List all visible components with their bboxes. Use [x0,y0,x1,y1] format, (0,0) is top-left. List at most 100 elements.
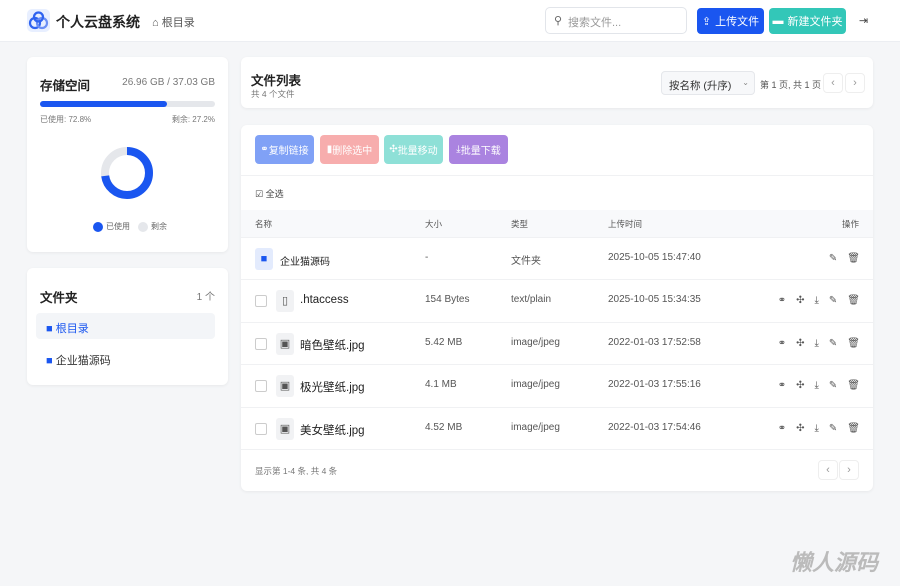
bulk-move-button[interactable]: ✣ 批量移动 [384,135,443,164]
edit-icon[interactable]: ✎ [828,295,838,307]
row-actions: ⚭ ✣ ⤓ ✎ 🗑︎ [778,423,860,434]
legend-free: 剩余 [151,222,167,231]
image-file-icon: ▣ [276,375,294,398]
link-icon[interactable]: ⚭ [777,337,787,349]
folder-icon: ▬ [772,15,784,27]
upload-label: 上传文件 [715,16,760,28]
legend-free-swatch [138,221,148,232]
image-file-icon: ▣ [276,332,294,355]
trash-icon[interactable]: 🗑︎ [847,337,860,349]
file-size: 4.52 MB [425,421,463,433]
edit-icon[interactable]: ✎ [828,253,838,264]
new-folder-label: 新建文件夹 [787,16,843,28]
row-checkbox[interactable] [255,337,267,350]
sort-value: 按名称 (升序) [669,80,732,92]
link-icon[interactable]: ⚭ [777,380,787,392]
folder-icon: ■ [255,248,273,270]
legend-used-swatch [93,221,103,232]
cloud-logo-icon [27,9,50,32]
link-icon[interactable]: ⚭ [777,422,787,434]
copy-link-label: 复制链接 [268,146,309,157]
folder-item-enterprise[interactable]: ■ 企业猫源码 [36,345,215,371]
table-row[interactable]: ▣ 极光壁纸.jpg 4.1 MB image/jpeg 2022-01-03 1… [241,364,873,406]
move-icon[interactable]: ✣ [796,337,805,349]
file-time: 2022-01-03 17:55:16 [608,379,701,391]
chevron-down-icon: ⌄ [742,78,749,87]
file-time: 2022-01-03 17:54:46 [608,421,701,433]
file-icon: ▯ [276,290,294,313]
upload-button[interactable]: ⇪ 上传文件 [697,8,764,34]
free-label: 剩余: 27.2% [171,115,215,124]
table-row[interactable]: ▣ 暗色壁纸.jpg 5.42 MB image/jpeg 2022-01-03 … [241,321,873,364]
file-name[interactable]: 美女壁纸.jpg [300,424,365,437]
move-icon[interactable]: ✣ [796,422,805,434]
trash-icon[interactable]: 🗑︎ [847,380,860,392]
trash-icon[interactable]: 🗑︎ [847,295,860,307]
move-icon[interactable]: ✣ [796,380,805,392]
download-icon[interactable]: ⤓ [814,380,819,392]
file-size: 5.42 MB [425,336,463,348]
folder-label: 企业猫源码 [55,355,111,367]
top-bar: 个人云盘系统 ⌂ 根目录 ⚲ 搜索文件... ⇪ 上传文件 ▬ 新建文件夹 ⇥ [0,0,900,42]
col-name: 名称 [255,219,273,229]
folder-icon: ■ [46,355,56,367]
legend-used: 已使用 [106,222,130,231]
bulk-download-button[interactable]: ⤓ 批量下载 [449,135,508,164]
table-row[interactable]: ▯ .htaccess 154 Bytes text/plain 2025-10-… [241,279,873,321]
folders-count: 1 个 [196,292,215,303]
move-label: 批量移动 [397,146,438,157]
row-actions: ⚭ ✣ ⤓ ✎ 🗑︎ [778,380,860,391]
file-name[interactable]: .htaccess [300,294,349,307]
watermark: 懒人源码 [790,550,879,575]
file-type: text/plain [511,294,552,306]
trash-icon[interactable]: 🗑︎ [847,253,860,264]
download-icon[interactable]: ⤓ [814,337,819,349]
upload-icon: ⇪ [701,15,712,28]
next-page-button[interactable]: › [845,73,865,93]
home-icon: ⌂ [152,17,162,29]
row-checkbox[interactable] [255,422,267,435]
select-all-label: 全选 [265,189,284,199]
move-icon[interactable]: ✣ [796,295,805,307]
file-name[interactable]: 暗色壁纸.jpg [300,339,365,352]
file-type: image/jpeg [511,336,560,348]
row-checkbox[interactable] [255,380,267,393]
new-folder-button[interactable]: ▬ 新建文件夹 [769,8,846,34]
file-size: 4.1 MB [425,379,457,391]
copy-link-button[interactable]: ⚭ 复制链接 [255,135,314,164]
search-input[interactable]: ⚲ 搜索文件... [545,7,687,34]
folders-card: 文件夹 1 个 ■ 根目录 ■ 企业猫源码 [27,268,228,385]
edit-icon[interactable]: ✎ [828,380,838,392]
file-name[interactable]: 极光壁纸.jpg [300,382,365,395]
folder-icon: ■ [46,323,56,335]
footer-next-button[interactable]: › [839,460,859,480]
list-title: 文件列表 [251,74,302,88]
delete-label: 删除选中 [332,146,373,157]
prev-page-button[interactable]: ‹ [823,73,843,93]
trash-icon[interactable]: 🗑︎ [847,422,860,434]
breadcrumb-root[interactable]: ⌂ 根目录 [152,14,195,30]
logout-icon[interactable]: ⇥ [859,15,869,27]
breadcrumb-label: 根目录 [161,17,195,29]
storage-title: 存储空间 [40,79,91,93]
edit-icon[interactable]: ✎ [828,337,838,349]
app-title: 个人云盘系统 [56,14,140,30]
edit-icon[interactable]: ✎ [828,422,838,434]
file-time: 2025-10-05 15:34:35 [608,294,701,306]
table-row[interactable]: ■ 企业猫源码 - 文件夹 2025-10-05 15:47:40 ✎ 🗑︎ [241,237,873,279]
download-icon[interactable]: ⤓ [814,422,819,434]
chart-legend: 已使用 剩余 [93,221,167,232]
sort-select[interactable]: 按名称 (升序) ⌄ [661,71,755,95]
link-icon[interactable]: ⚭ [777,295,787,307]
row-actions: ⚭ ✣ ⤓ ✎ 🗑︎ [778,338,860,349]
file-name[interactable]: 企业猫源码 [280,257,330,268]
col-actions: 操作 [841,219,859,229]
link-icon: ⚭ [260,144,269,155]
footer-prev-button[interactable]: ‹ [818,460,838,480]
table-row[interactable]: ▣ 美女壁纸.jpg 4.52 MB image/jpeg 2022-01-03 … [241,406,873,449]
folder-item-root[interactable]: ■ 根目录 [36,313,215,339]
select-all[interactable]: ☑ 全选 [255,187,284,200]
row-checkbox[interactable] [255,295,267,308]
download-icon[interactable]: ⤓ [814,295,819,307]
delete-selected-button[interactable]: ▮ 删除选中 [320,135,379,164]
